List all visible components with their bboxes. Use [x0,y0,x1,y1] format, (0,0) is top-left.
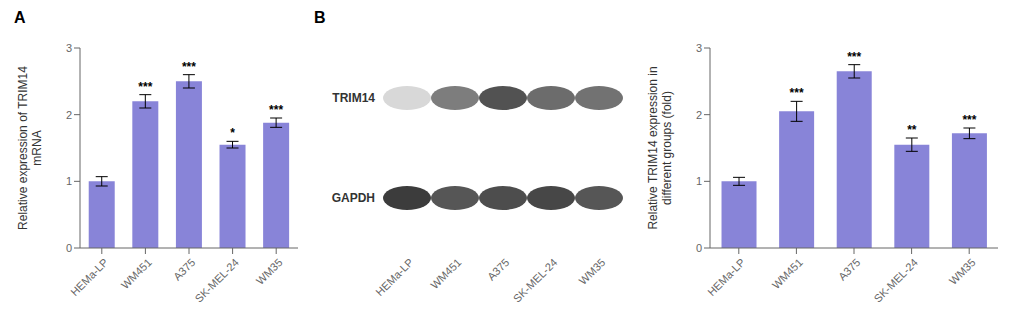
svg-text:A375: A375 [171,256,198,283]
svg-text:***: *** [847,50,861,64]
svg-text:WM35: WM35 [947,256,978,287]
svg-text:***: *** [138,80,152,94]
svg-text:Relative TRIM14 expression ind: Relative TRIM14 expression indifferent g… [646,66,674,229]
svg-text:WM451: WM451 [119,256,154,291]
svg-text:WM35: WM35 [577,256,608,287]
svg-text:0: 0 [66,242,72,254]
svg-text:WM35: WM35 [254,256,285,287]
svg-text:A375: A375 [485,256,512,283]
svg-text:***: *** [962,113,976,127]
svg-text:SK-MEL-24: SK-MEL-24 [192,256,241,305]
svg-text:TRIM14: TRIM14 [332,91,375,105]
svg-text:0: 0 [696,242,702,254]
svg-text:***: *** [269,103,283,117]
svg-text:HEMa-LP: HEMa-LP [68,256,110,298]
svg-text:1: 1 [66,175,72,187]
svg-text:HEMa-LP: HEMa-LP [373,256,415,298]
svg-text:3: 3 [66,42,72,54]
svg-text:1: 1 [696,175,702,187]
svg-text:3: 3 [696,42,702,54]
svg-text:GAPDH: GAPDH [332,191,375,205]
svg-text:Relative expression of TRIM14m: Relative expression of TRIM14mRNA [16,66,44,230]
svg-text:WM451: WM451 [428,256,463,291]
svg-text:HEMa-LP: HEMa-LP [705,256,747,298]
svg-text:A375: A375 [836,256,863,283]
html-text:B: B [314,9,326,26]
svg-text:***: *** [790,86,804,100]
svg-text:*: * [230,126,235,140]
svg-text:SK-MEL-24: SK-MEL-24 [511,256,560,305]
html-text:A: A [14,9,26,26]
svg-text:SK-MEL-24: SK-MEL-24 [871,256,920,305]
svg-text:**: ** [907,123,917,137]
svg-text:2: 2 [696,109,702,121]
svg-text:***: *** [182,60,196,74]
svg-text:WM451: WM451 [770,256,805,291]
svg-text:2: 2 [66,109,72,121]
